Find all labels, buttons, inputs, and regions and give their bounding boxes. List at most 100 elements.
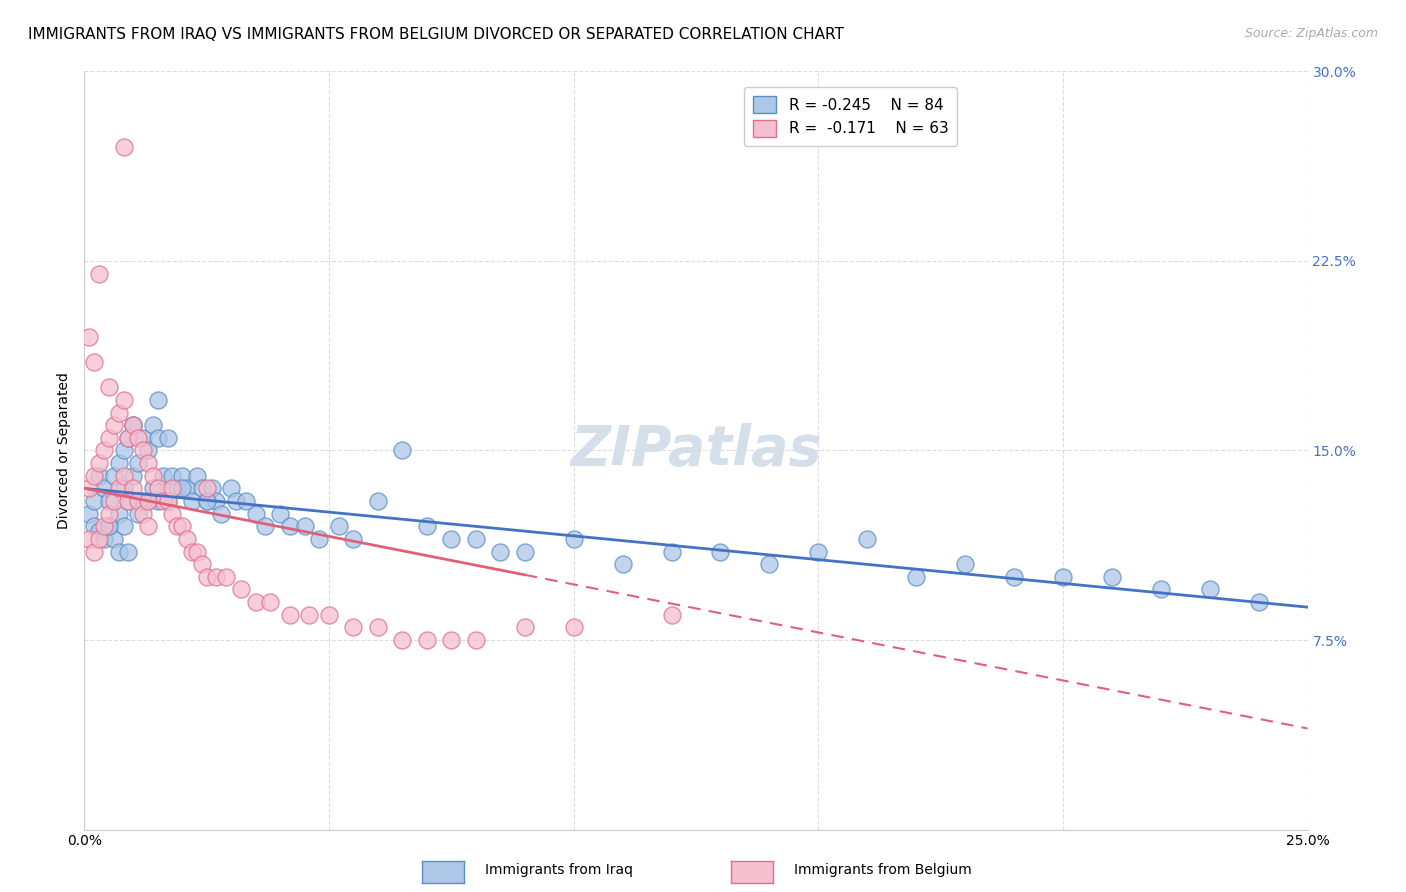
- Point: [416, 519, 439, 533]
- Point: [856, 532, 879, 546]
- Point: [308, 532, 330, 546]
- Point: [142, 482, 165, 496]
- Point: [97, 519, 120, 533]
- Text: Source: ZipAtlas.com: Source: ZipAtlas.com: [1244, 27, 1378, 40]
- Point: [136, 443, 159, 458]
- Point: [103, 532, 125, 546]
- Point: [103, 418, 125, 433]
- Point: [219, 482, 242, 496]
- Point: [112, 482, 135, 496]
- Point: [77, 507, 100, 521]
- Point: [107, 405, 129, 420]
- Point: [259, 595, 281, 609]
- Point: [107, 544, 129, 558]
- Point: [205, 494, 228, 508]
- Point: [513, 544, 536, 558]
- Point: [87, 468, 110, 483]
- Point: [87, 456, 110, 470]
- Point: [245, 595, 267, 609]
- Point: [132, 494, 155, 508]
- Point: [83, 355, 105, 369]
- Point: [176, 532, 198, 546]
- Point: [132, 507, 155, 521]
- Point: [93, 532, 115, 546]
- Point: [298, 607, 321, 622]
- Point: [195, 482, 218, 496]
- Point: [1002, 570, 1025, 584]
- Point: [87, 532, 110, 546]
- Point: [117, 431, 139, 445]
- Point: [200, 482, 222, 496]
- Point: [127, 431, 149, 445]
- Point: [278, 519, 301, 533]
- Point: [122, 418, 145, 433]
- Point: [83, 494, 105, 508]
- Point: [132, 431, 155, 445]
- Point: [127, 456, 149, 470]
- Point: [195, 570, 218, 584]
- Point: [112, 443, 135, 458]
- Text: ZIPatlas: ZIPatlas: [571, 424, 821, 477]
- Point: [440, 633, 463, 648]
- Point: [156, 494, 179, 508]
- Point: [807, 544, 830, 558]
- Point: [127, 494, 149, 508]
- Point: [136, 494, 159, 508]
- Point: [191, 482, 214, 496]
- Point: [87, 524, 110, 539]
- Point: [229, 582, 252, 597]
- Point: [103, 494, 125, 508]
- Text: IMMIGRANTS FROM IRAQ VS IMMIGRANTS FROM BELGIUM DIVORCED OR SEPARATED CORRELATIO: IMMIGRANTS FROM IRAQ VS IMMIGRANTS FROM …: [28, 27, 844, 42]
- Point: [112, 468, 135, 483]
- Point: [562, 620, 585, 634]
- Point: [215, 570, 238, 584]
- Point: [328, 519, 350, 533]
- Point: [318, 607, 340, 622]
- Point: [905, 570, 928, 584]
- Point: [132, 443, 155, 458]
- Point: [127, 507, 149, 521]
- Point: [195, 494, 218, 508]
- Point: [176, 482, 198, 496]
- Point: [136, 519, 159, 533]
- Point: [661, 544, 683, 558]
- Point: [225, 494, 247, 508]
- Point: [172, 482, 194, 496]
- Point: [156, 494, 179, 508]
- Point: [235, 494, 257, 508]
- Point: [166, 519, 188, 533]
- Point: [152, 468, 174, 483]
- Point: [440, 532, 463, 546]
- Point: [269, 507, 291, 521]
- Point: [93, 519, 115, 533]
- Point: [209, 507, 232, 521]
- Point: [367, 620, 389, 634]
- Point: [117, 431, 139, 445]
- Point: [162, 507, 184, 521]
- Point: [191, 557, 214, 572]
- Point: [661, 607, 683, 622]
- Point: [112, 140, 135, 154]
- Point: [172, 519, 194, 533]
- Point: [122, 418, 145, 433]
- Point: [136, 456, 159, 470]
- Point: [93, 482, 115, 496]
- Point: [87, 267, 110, 281]
- Point: [367, 494, 389, 508]
- Point: [513, 620, 536, 634]
- Y-axis label: Divorced or Separated: Divorced or Separated: [58, 372, 72, 529]
- Point: [103, 468, 125, 483]
- Point: [122, 418, 145, 433]
- Point: [709, 544, 731, 558]
- Point: [181, 544, 204, 558]
- Point: [1101, 570, 1123, 584]
- Point: [83, 544, 105, 558]
- Point: [117, 494, 139, 508]
- Point: [107, 482, 129, 496]
- Legend: R = -0.245    N = 84, R =  -0.171    N = 63: R = -0.245 N = 84, R = -0.171 N = 63: [744, 87, 957, 146]
- Point: [162, 482, 184, 496]
- Point: [146, 431, 169, 445]
- Point: [612, 557, 634, 572]
- Point: [1198, 582, 1220, 597]
- Point: [122, 482, 145, 496]
